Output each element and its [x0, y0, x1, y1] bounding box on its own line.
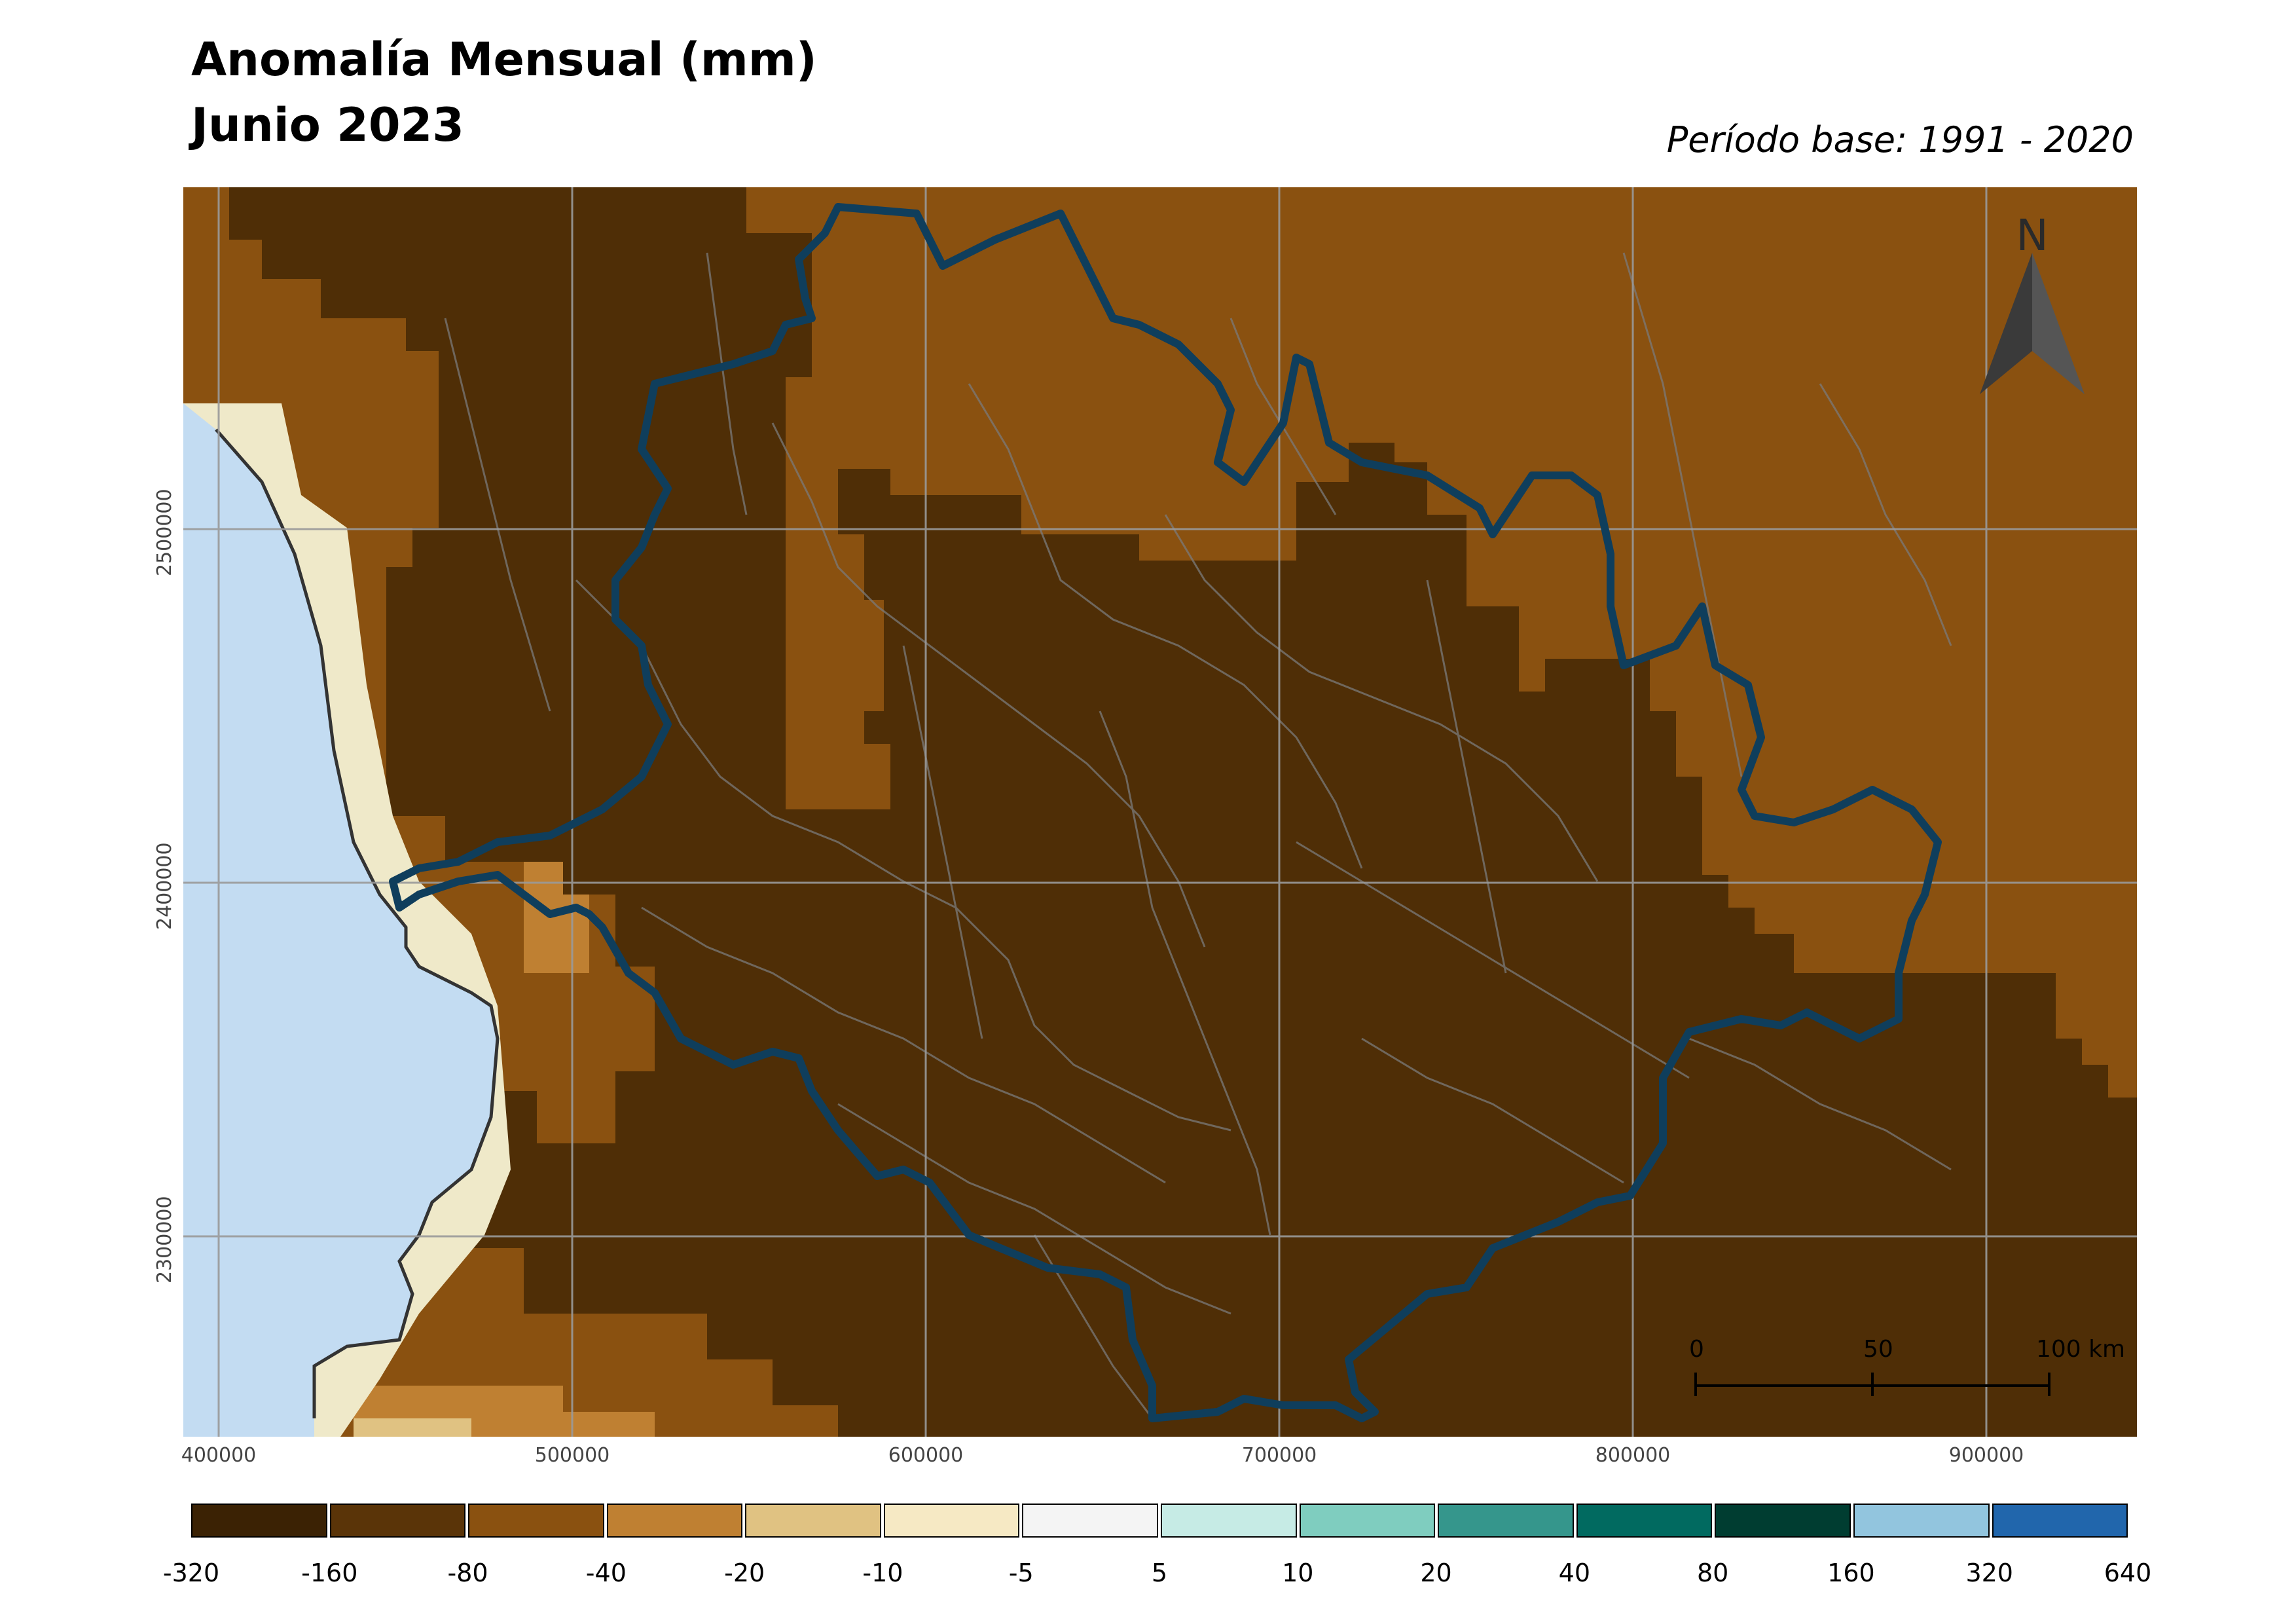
x-tick-400000: 400000: [181, 1444, 257, 1467]
legend-label: 160: [1827, 1559, 1875, 1587]
legend-swatch: [1161, 1504, 1297, 1538]
scale-bar: [1694, 1373, 2050, 1396]
light-region-southwest: [354, 1418, 471, 1437]
legend-label: -160: [301, 1559, 358, 1587]
color-legend: [191, 1504, 2128, 1540]
legend-swatch: [1022, 1504, 1159, 1538]
x-tick-800000: 800000: [1595, 1444, 1671, 1467]
north-arrow-icon: [1980, 253, 2085, 394]
anomaly-map[interactable]: N: [183, 187, 2137, 1437]
legend-label: 10: [1282, 1559, 1314, 1587]
legend-label: 320: [1965, 1559, 2013, 1587]
x-tick-900000: 900000: [1948, 1444, 2024, 1467]
legend-swatch: [1853, 1504, 1990, 1538]
legend-swatch: [1992, 1504, 2128, 1538]
legend-swatch: [1715, 1504, 1851, 1538]
sea: [183, 403, 498, 1437]
scale-label-100: 100 km: [2036, 1336, 2126, 1363]
legend-label: 80: [1696, 1559, 1729, 1587]
y-tick-2500000: 2500000: [153, 489, 176, 576]
municipal-boundaries: [444, 252, 1952, 1419]
legend-swatch: [883, 1504, 1020, 1538]
legend-swatch: [606, 1504, 743, 1538]
dry-region-north: [746, 187, 2137, 1098]
map-title: Anomalía Mensual (mm): [191, 33, 817, 86]
map-subtitle: Junio 2023: [191, 98, 464, 152]
y-tick-2400000: 2400000: [153, 842, 176, 930]
y-tick-2300000: 2300000: [153, 1196, 176, 1283]
coastline: [215, 428, 500, 1418]
legend-swatch: [745, 1504, 881, 1538]
legend-swatch: [329, 1504, 466, 1538]
legend-label: -40: [585, 1559, 627, 1587]
legend-label: 5: [1151, 1559, 1168, 1587]
base-period-label: Período base: 1991 - 2020: [1666, 119, 2134, 160]
legend-label: 640: [2104, 1559, 2152, 1587]
legend-swatch: [468, 1504, 604, 1538]
legend-label: -10: [862, 1559, 903, 1587]
north-label: N: [2016, 210, 2048, 261]
scale-label-50: 50: [1863, 1336, 1893, 1363]
state-boundary: [389, 203, 1942, 1422]
legend-swatch: [1438, 1504, 1574, 1538]
x-tick-500000: 500000: [534, 1444, 610, 1467]
legend-label: -5: [1008, 1559, 1034, 1587]
scale-label-0: 0: [1689, 1336, 1704, 1363]
map-canvas: N: [183, 187, 2137, 1437]
legend-swatch: [191, 1504, 327, 1538]
legend-label: -20: [724, 1559, 765, 1587]
x-tick-600000: 600000: [888, 1444, 964, 1467]
legend-swatch: [1576, 1504, 1713, 1538]
legend-swatch: [1299, 1504, 1436, 1538]
legend-label: -320: [162, 1559, 220, 1587]
x-tick-700000: 700000: [1241, 1444, 1317, 1467]
legend-label: 40: [1558, 1559, 1591, 1587]
legend-label: -80: [447, 1559, 488, 1587]
legend-label: 20: [1420, 1559, 1452, 1587]
